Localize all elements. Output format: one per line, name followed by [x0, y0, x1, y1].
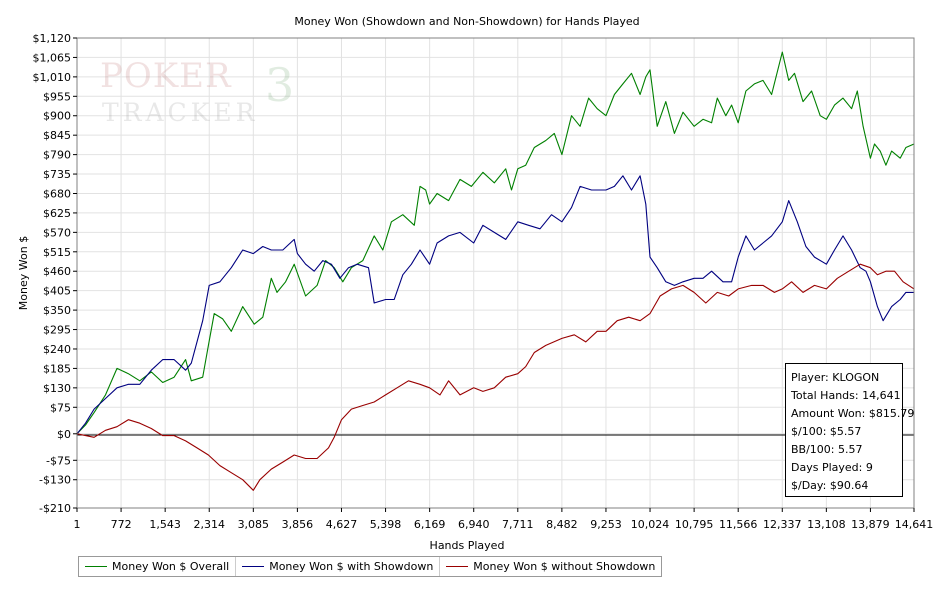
stat-per-100: $/100: $5.57 [791, 425, 862, 438]
legend-item-overall: Money Won $ Overall [79, 557, 235, 576]
x-tick-label: 6,940 [458, 518, 490, 531]
legend-swatch-showdown [242, 566, 265, 567]
y-tick-label: $900 [43, 110, 71, 123]
x-tick-label: 6,169 [414, 518, 446, 531]
y-tick-label: $625 [43, 207, 71, 220]
chart-legend: Money Won $ Overall Money Won $ with Sho… [78, 556, 663, 577]
y-tick-label: $185 [43, 362, 71, 375]
stat-bb-100: BB/100: 5.57 [791, 443, 863, 456]
y-tick-label: $680 [43, 187, 71, 200]
x-tick-label: 13,879 [851, 518, 890, 531]
x-tick-label: 8,482 [546, 518, 578, 531]
x-tick-label: 1 [74, 518, 81, 531]
y-tick-label: $130 [43, 382, 71, 395]
x-tick-label: 2,314 [193, 518, 225, 531]
y-tick-label: $570 [43, 226, 71, 239]
y-tick-label: -$210 [39, 502, 71, 515]
x-tick-label: 12,337 [763, 518, 802, 531]
legend-label-overall: Money Won $ Overall [112, 560, 230, 573]
x-tick-label: 10,795 [675, 518, 714, 531]
stat-amount-won: Amount Won: $815.79 [791, 407, 915, 420]
stat-total-hands: Total Hands: 14,641 [791, 389, 901, 402]
y-tick-label: $350 [43, 304, 71, 317]
y-tick-label: $75 [50, 401, 71, 414]
legend-swatch-overall [85, 566, 107, 567]
x-tick-label: 772 [111, 518, 132, 531]
x-tick-label: 9,253 [590, 518, 622, 531]
plot-border [76, 37, 915, 509]
legend-swatch-non-showdown [446, 566, 469, 567]
legend-item-non-showdown: Money Won $ without Showdown [439, 557, 661, 576]
legend-label-non-showdown: Money Won $ without Showdown [473, 560, 656, 573]
plot-area [77, 38, 914, 508]
y-tick-label: $845 [43, 129, 71, 142]
y-tick-label: $240 [43, 343, 71, 356]
legend-item-showdown: Money Won $ with Showdown [235, 557, 439, 576]
y-tick-label: $515 [43, 246, 71, 259]
x-tick-label: 3,085 [238, 518, 270, 531]
y-tick-label: $0 [57, 428, 71, 441]
y-tick-label: $405 [43, 285, 71, 298]
y-tick-label: -$130 [39, 474, 71, 487]
stat-player: Player: KLOGON [791, 371, 880, 384]
x-tick-label: 4,627 [326, 518, 358, 531]
y-tick-label: $735 [43, 168, 71, 181]
x-tick-label: 7,711 [502, 518, 534, 531]
legend-label-showdown: Money Won $ with Showdown [269, 560, 434, 573]
series-line-non-showdown [76, 263, 915, 491]
chart-title: Money Won (Showdown and Non-Showdown) fo… [294, 15, 639, 28]
y-tick-label: -$75 [46, 454, 71, 467]
x-tick-label: 13,108 [807, 518, 846, 531]
stats-box: Player: KLOGON Total Hands: 14,641 Amoun… [785, 363, 915, 497]
x-tick-label: 14,641 [895, 518, 934, 531]
y-axis-title: Money Won $ [17, 236, 30, 310]
y-tick-label: $1,010 [33, 71, 72, 84]
y-tick-label: $955 [43, 90, 71, 103]
series-line-overall [76, 51, 915, 435]
y-axis: -$210 -$130 -$75 $0 $75 $130 $185 $240 $295 $350 $… [33, 32, 77, 515]
y-tick-label: $790 [43, 149, 71, 162]
x-tick-label: 11,566 [719, 518, 758, 531]
stat-days-played: Days Played: 9 [791, 461, 873, 474]
y-tick-label: $1,065 [33, 51, 72, 64]
stat-per-day: $/Day: $90.64 [791, 479, 869, 492]
x-tick-label: 5,398 [370, 518, 402, 531]
x-axis: 1 772 1,543 2,314 3,085 3,856 4,627 5,398 6,169 6… [74, 508, 934, 531]
y-tick-label: $295 [43, 324, 71, 337]
x-tick-label: 3,856 [282, 518, 314, 531]
series-lines [76, 51, 915, 491]
x-tick-label: 10,024 [631, 518, 670, 531]
y-tick-label: $1,120 [33, 32, 72, 45]
x-tick-label: 1,543 [149, 518, 181, 531]
series-line-showdown [76, 175, 914, 435]
y-tick-label: $460 [43, 265, 71, 278]
x-axis-title: Hands Played [430, 539, 505, 552]
grid-lines [76, 37, 915, 509]
